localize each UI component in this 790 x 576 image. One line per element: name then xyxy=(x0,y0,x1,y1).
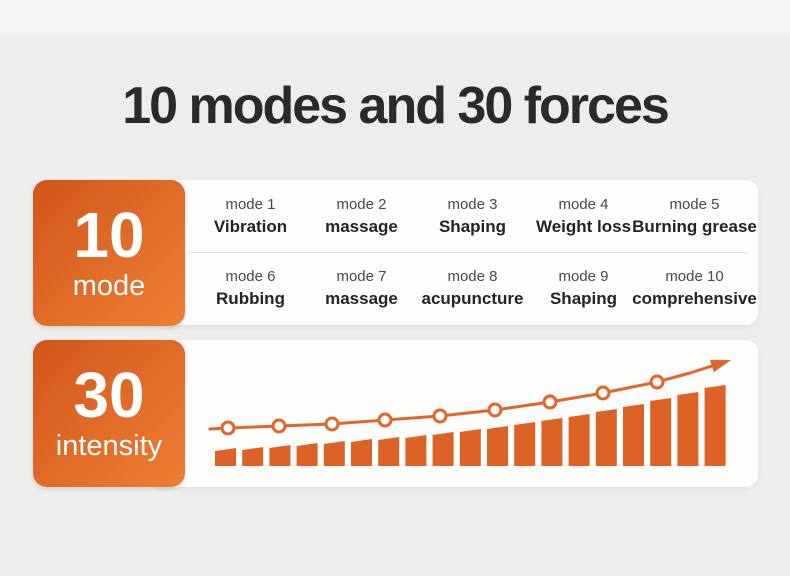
mode-name-label: acupuncture xyxy=(421,289,524,309)
mode-number-label: mode 2 xyxy=(336,195,387,213)
intensity-bar xyxy=(215,448,236,466)
trend-marker xyxy=(220,420,236,436)
intensity-bar xyxy=(432,432,454,466)
mode-number-label: mode 1 xyxy=(225,195,276,213)
intensity-bar xyxy=(514,422,536,466)
mode-cell-4: mode 4 Weight loss xyxy=(528,195,639,238)
mode-number-label: mode 4 xyxy=(558,195,609,213)
mode-cell-3: mode 3 Shaping xyxy=(417,195,528,238)
intensity-bar xyxy=(487,426,508,466)
intensity-bar xyxy=(704,385,726,466)
mode-cell-6: mode 6 Rubbing xyxy=(195,267,306,310)
mode-number-label: mode 9 xyxy=(558,268,609,286)
mode-number-label: mode 5 xyxy=(669,195,720,213)
mode-cell-7: mode 7 massage xyxy=(306,267,417,310)
mode-cell-2: mode 2 massage xyxy=(306,195,417,238)
row-divider xyxy=(188,252,748,253)
modes-table: mode 1 Vibration mode 2 massage mode 3 S… xyxy=(150,180,758,325)
intensity-bar xyxy=(269,445,291,466)
modes-count: 10 xyxy=(73,198,145,271)
intensity-panel xyxy=(150,340,758,487)
mode-cell-9: mode 9 Shaping xyxy=(528,267,639,310)
mode-name-label: Vibration xyxy=(213,216,288,236)
mode-number-label: mode 7 xyxy=(336,268,387,286)
intensity-bar xyxy=(595,409,617,466)
trend-marker xyxy=(542,394,558,410)
mode-name-label: Shaping xyxy=(549,289,618,309)
trend-marker xyxy=(595,385,611,401)
modes-row-1: mode 1 Vibration mode 2 massage mode 3 S… xyxy=(150,180,758,253)
intensity-count-label: intensity xyxy=(55,430,163,463)
mode-cell-1: mode 1 Vibration xyxy=(195,195,306,238)
modes-panel: mode 1 Vibration mode 2 massage mode 3 S… xyxy=(150,180,758,325)
trend-marker xyxy=(377,412,393,428)
modes-badge: 10 mode xyxy=(33,180,185,326)
intensity-badge: 30 intensity xyxy=(33,340,185,487)
intensity-bar xyxy=(677,392,699,466)
mode-cell-8: mode 8 acupuncture xyxy=(417,267,528,310)
trend-arrow-icon xyxy=(709,359,731,373)
mode-cell-10: mode 10 comprehensive xyxy=(632,267,757,310)
mode-name-label: Weight loss xyxy=(535,216,632,236)
intensity-bar xyxy=(541,418,563,466)
intensity-bar xyxy=(405,435,427,466)
page-title: 10 modes and 30 forces xyxy=(122,77,670,135)
intensity-count: 30 xyxy=(73,359,145,432)
trend-marker xyxy=(432,408,448,424)
mode-number-label: mode 3 xyxy=(447,195,498,213)
intensity-bar xyxy=(378,437,400,466)
intensity-bar xyxy=(623,404,644,466)
trend-marker xyxy=(324,416,340,432)
trend-marker xyxy=(487,402,503,418)
intensity-bar xyxy=(459,429,481,466)
trend-marker xyxy=(649,374,665,390)
intensity-bar xyxy=(296,443,318,466)
mode-number-label: mode 6 xyxy=(225,268,276,286)
intensity-chart xyxy=(208,359,731,466)
mode-name-label: massage xyxy=(325,216,398,236)
intensity-bar xyxy=(650,398,672,466)
mode-cell-5: mode 5 Burning grease xyxy=(632,195,757,238)
mode-name-label: Rubbing xyxy=(216,289,285,309)
intensity-bar xyxy=(351,439,372,466)
trend-marker xyxy=(271,418,287,434)
mode-name-label: Shaping xyxy=(438,216,507,236)
mode-number-label: mode 10 xyxy=(665,268,724,286)
intensity-bar xyxy=(568,414,590,466)
modes-count-label: mode xyxy=(72,269,146,302)
mode-name-label: massage xyxy=(325,289,398,309)
intensity-bar xyxy=(242,447,264,466)
modes-row-2: mode 6 Rubbing mode 7 massage mode 8 acu… xyxy=(150,253,758,326)
mode-name-label: Burning grease xyxy=(632,216,757,236)
mode-number-label: mode 8 xyxy=(447,268,498,286)
intensity-bar xyxy=(323,441,345,466)
mode-name-label: comprehensive xyxy=(632,289,757,309)
